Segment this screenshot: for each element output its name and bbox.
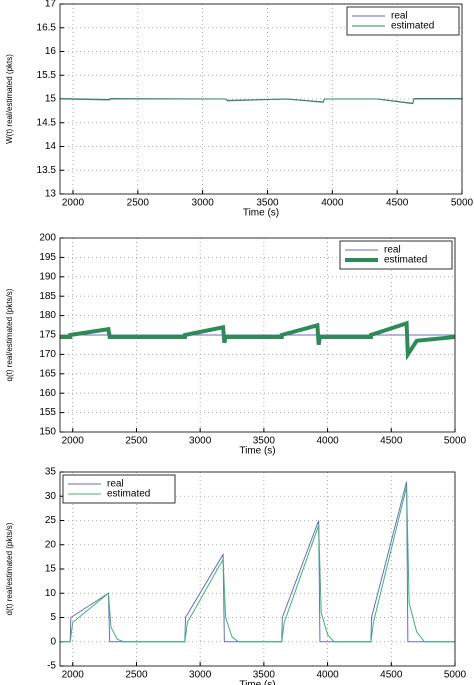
legend-label: real bbox=[391, 11, 408, 22]
x-tick-label: 3000 bbox=[189, 436, 212, 447]
legend-label: estimated bbox=[107, 489, 150, 500]
y-tick-label: 160 bbox=[39, 388, 56, 399]
axes-frame bbox=[59, 3, 463, 195]
y-tick-label: 16.5 bbox=[37, 22, 57, 33]
x-tick-label: 3500 bbox=[253, 670, 276, 681]
x-tick-label: 5000 bbox=[444, 670, 467, 681]
y-tick-label: 200 bbox=[39, 233, 56, 244]
x-tick-label: 2500 bbox=[127, 198, 150, 209]
y-tick-label: 170 bbox=[39, 349, 56, 360]
y-tick-label: 10 bbox=[45, 588, 57, 599]
x-tick-label: 4500 bbox=[386, 198, 409, 209]
y-tick-label: 13.5 bbox=[37, 165, 57, 176]
x-axis-label: Time (s) bbox=[243, 208, 279, 219]
x-tick-label: 4000 bbox=[316, 670, 339, 681]
y-tick-label: 185 bbox=[39, 291, 56, 302]
y-axis-label: W(t) real/estimated (pkts) bbox=[5, 54, 14, 144]
legend-label: estimated bbox=[391, 21, 434, 32]
y-tick-label: 25 bbox=[45, 515, 57, 526]
y-tick-label: 165 bbox=[39, 368, 56, 379]
axes-frame bbox=[59, 237, 456, 433]
y-tick-label: 13 bbox=[45, 189, 57, 200]
x-axis-label: Time (s) bbox=[239, 446, 275, 457]
y-tick-label: 195 bbox=[39, 252, 56, 263]
y-axis-label: q(t) real/estimated (pkts/s) bbox=[5, 288, 14, 381]
plot-area bbox=[60, 472, 455, 666]
y-tick-label: 20 bbox=[45, 539, 57, 550]
x-axis-label: Time (s) bbox=[239, 680, 275, 685]
y-tick-label: 5 bbox=[50, 612, 56, 623]
y-tick-label: 0 bbox=[50, 636, 56, 647]
y-tick-label: 17 bbox=[45, 0, 57, 10]
legend-label: real bbox=[384, 245, 401, 256]
y-tick-label: -5 bbox=[47, 661, 56, 672]
y-tick-label: 35 bbox=[45, 467, 57, 478]
x-tick-label: 3500 bbox=[256, 198, 279, 209]
x-tick-label: 4000 bbox=[321, 198, 344, 209]
x-tick-label: 4000 bbox=[316, 436, 339, 447]
axes-frame bbox=[59, 471, 456, 667]
y-axis-label: d(t) real/estimated (pkts/s) bbox=[5, 522, 14, 615]
x-tick-label: 2000 bbox=[62, 670, 85, 681]
x-tick-label: 3000 bbox=[189, 670, 212, 681]
x-tick-label: 2500 bbox=[125, 670, 148, 681]
y-tick-label: 175 bbox=[39, 330, 56, 341]
series-line bbox=[60, 320, 455, 361]
y-tick-label: 15 bbox=[45, 564, 57, 575]
y-tick-label: 16 bbox=[45, 46, 57, 57]
x-tick-label: 4500 bbox=[380, 436, 403, 447]
x-tick-label: 3500 bbox=[253, 436, 276, 447]
x-tick-label: 2500 bbox=[125, 436, 148, 447]
y-tick-label: 30 bbox=[45, 491, 57, 502]
x-tick-label: 4500 bbox=[380, 670, 403, 681]
x-tick-label: 5000 bbox=[451, 198, 474, 209]
y-tick-label: 14 bbox=[45, 141, 57, 152]
x-tick-label: 2000 bbox=[62, 436, 85, 447]
series-line bbox=[60, 486, 455, 643]
series-line bbox=[60, 98, 462, 104]
y-tick-label: 150 bbox=[39, 427, 56, 438]
y-tick-label: 190 bbox=[39, 271, 56, 282]
legend-box bbox=[339, 240, 453, 270]
x-tick-label: 3000 bbox=[192, 198, 215, 209]
legend-box bbox=[62, 474, 176, 504]
y-tick-label: 155 bbox=[39, 407, 56, 418]
x-tick-label: 2000 bbox=[62, 198, 85, 209]
y-tick-label: 15.5 bbox=[37, 70, 57, 81]
legend-label: real bbox=[107, 479, 124, 490]
legend-label: estimated bbox=[384, 255, 427, 266]
y-tick-label: 180 bbox=[39, 310, 56, 321]
y-tick-label: 14.5 bbox=[37, 117, 57, 128]
x-tick-label: 5000 bbox=[444, 436, 467, 447]
y-tick-label: 15 bbox=[45, 94, 57, 105]
legend-box bbox=[346, 6, 460, 36]
